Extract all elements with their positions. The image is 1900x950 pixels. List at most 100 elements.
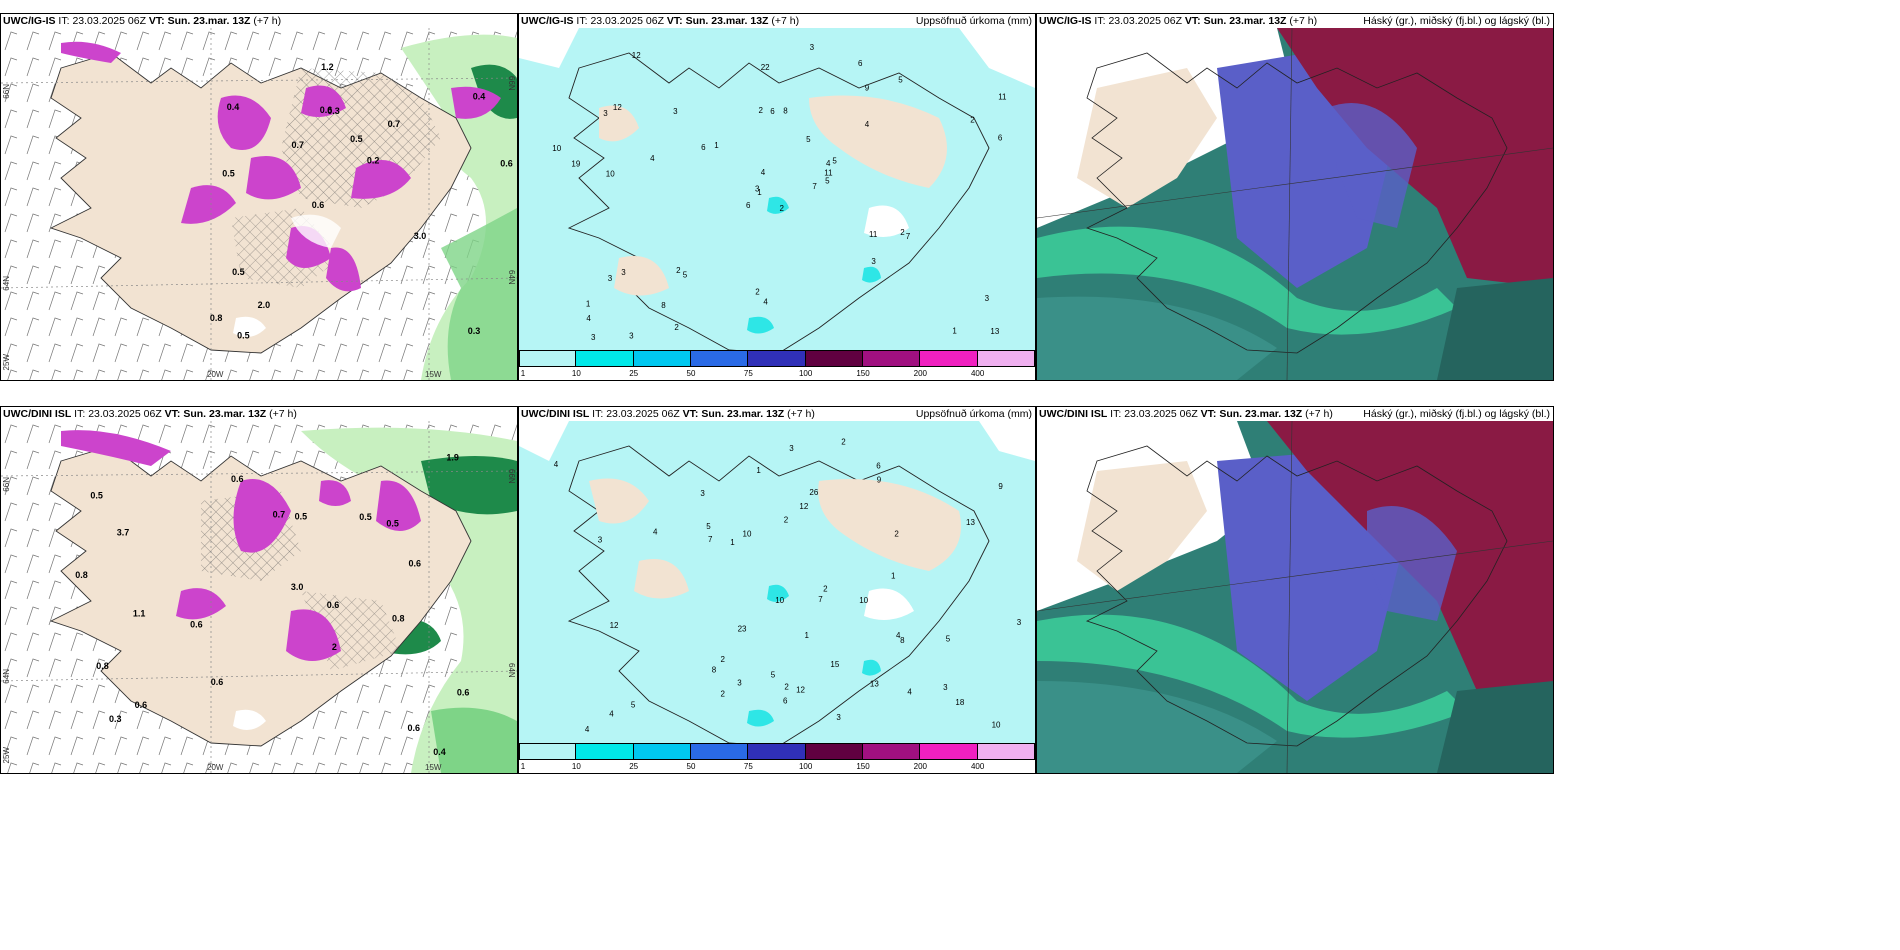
colorbar-segment	[920, 743, 978, 760]
map-value-label: 1.1	[133, 608, 146, 618]
map-value-label: 5	[806, 135, 811, 144]
colorbar-frame	[519, 743, 1035, 760]
map-value-label: 0.7	[273, 510, 286, 520]
map-value-label: 9	[998, 482, 1003, 491]
map-value-label: 4	[653, 528, 658, 537]
map-value-label: 4	[826, 159, 831, 168]
map-value-label: 3	[789, 444, 794, 453]
colorbar-tick-label: 1	[520, 762, 526, 771]
map-value-label: 0.4	[227, 102, 240, 112]
map-value-label: 5	[898, 76, 903, 85]
map-value-label: 0.6	[190, 620, 203, 630]
map-value-label: 12	[799, 502, 808, 511]
map-value-label: 0.3	[468, 326, 481, 336]
colorbar-segment	[805, 350, 863, 367]
lat-label-25w: 25W	[2, 747, 11, 764]
map-value-label: 5	[832, 157, 837, 166]
map-value-label: 5	[683, 270, 688, 279]
map-value-label: 4	[609, 710, 614, 719]
colorbar-segment	[863, 350, 921, 367]
map-value-label: 3	[810, 43, 815, 52]
map-value-label: 9	[877, 476, 882, 485]
cloud-title: Háský (gr.), miðský (fj.bl.) og lágský (…	[1363, 408, 1550, 420]
map-value-label: 3	[1017, 618, 1022, 627]
precip-map[interactable]: 2 3 1 1 4 5 6 8 9 7 12 13 10 11 6 4 3 2 5 3 1 4 8 6 5 7 12 22 19 11 6 3…	[519, 28, 1035, 350]
weather-map[interactable]: 0.4 1.1 2 0.5 0.6 3.7 0.6 0.6 0.5 0.7 0.5 0.6 0.6 0.6…	[1, 421, 517, 773]
map-value-label: 7	[708, 535, 713, 544]
colorbar-segment	[576, 350, 634, 367]
map-value-label: 10	[992, 721, 1001, 730]
map-value-label: 0.5	[295, 512, 308, 522]
colorbar-tick-label: 75	[743, 369, 753, 378]
map-value-label: 4	[865, 120, 870, 129]
colorbar-segment	[748, 743, 806, 760]
lat-label-64n: 64N	[2, 669, 11, 684]
map-value-label: 2	[332, 642, 337, 652]
colorbar-frame	[519, 350, 1035, 367]
map-value-label: 2	[841, 438, 846, 447]
map-value-label: 4	[761, 168, 766, 177]
map-value-label: 3	[943, 683, 948, 692]
map-value-label: 4	[650, 154, 655, 163]
colorbar-segment	[519, 350, 577, 367]
map-value-label: 11	[824, 168, 833, 177]
map-value-label: 11	[869, 230, 878, 239]
map-value-label: 0.5	[90, 490, 103, 500]
map-value-label: 2.0	[258, 300, 271, 310]
map-value-label: 0.6	[211, 677, 224, 687]
map-value-label: 0.5	[350, 134, 363, 144]
map-value-label: 3	[608, 274, 613, 283]
map-value-label: 10	[606, 169, 615, 178]
map-value-label: 6	[701, 143, 706, 152]
map-value-label: 6	[876, 461, 881, 470]
precip-title: Uppsöfnuð úrkoma (mm)	[915, 408, 1032, 420]
map-value-label: 0.6	[408, 723, 421, 733]
lat-label-66n: 66N	[2, 84, 11, 99]
cloud-map[interactable]	[1037, 421, 1553, 773]
colorbar-tick-label: 25	[629, 369, 639, 378]
map-value-label: 12	[796, 685, 805, 694]
precip-map[interactable]: 4 5 2 1 1 2 3 6 4 8 10 7 3 3 13 5 4 12 10 9 4 5 6 10 8 9 10 12 13 15 1…	[519, 421, 1035, 743]
map-value-label: 5	[631, 701, 636, 710]
colorbar-tick-label: 200	[913, 762, 928, 771]
map-value-label: 10	[743, 530, 752, 539]
cloud-map-canvas	[1037, 421, 1553, 773]
weather-map[interactable]: 0.3 0.5 0.4 0.6 0.7 0.5 0.6 0.5 0.5 0.7 0.8 2.0 0.3 0…	[1, 28, 517, 380]
right-lat-label-64n: 64N	[507, 270, 516, 285]
map-value-label: 3	[673, 107, 678, 116]
map-value-label: 22	[761, 63, 770, 72]
lat-label-64n: 64N	[2, 276, 11, 291]
map-value-label: 6	[783, 697, 788, 706]
map-value-label: 3	[603, 109, 608, 118]
map-value-label: 1	[714, 141, 719, 150]
colorbar-segment	[920, 350, 978, 367]
cloud-map-canvas	[1037, 28, 1553, 380]
lat-label-25w: 25W	[2, 354, 11, 371]
map-value-label: 6	[858, 59, 863, 68]
map-value-label: 4	[763, 298, 768, 307]
map-value-label: 0.4	[473, 92, 486, 102]
map-value-label: 12	[613, 103, 622, 112]
map-value-label: 10	[859, 596, 868, 605]
map-value-label: 8	[783, 107, 788, 116]
panel-title: UWC/DINI ISL IT: 23.03.2025 06Z VT: Sun.…	[1039, 408, 1333, 420]
colorbar-segment	[805, 743, 863, 760]
map-value-label: 13	[990, 327, 999, 336]
colorbar-segment	[748, 350, 806, 367]
map-value-label: 3	[621, 268, 626, 277]
map-value-label: 0.5	[359, 512, 372, 522]
map-value-label: 12	[610, 621, 619, 630]
map-value-label: 1	[805, 631, 810, 640]
map-value-label: 0.6	[320, 105, 333, 115]
cloud-map[interactable]	[1037, 28, 1553, 380]
map-value-label: 0.5	[222, 168, 235, 178]
map-value-label: 0.5	[386, 519, 399, 529]
map-value-label: 2	[676, 266, 681, 275]
map-value-label: 8	[712, 665, 717, 674]
map-value-label: 1.2	[321, 62, 334, 72]
colorbar-tick-label: 100	[798, 369, 813, 378]
map-value-label: 0.6	[327, 600, 340, 610]
map-value-label: 6	[998, 134, 1003, 143]
colorbar-segment	[633, 350, 691, 367]
map-value-label: 3	[700, 489, 705, 498]
